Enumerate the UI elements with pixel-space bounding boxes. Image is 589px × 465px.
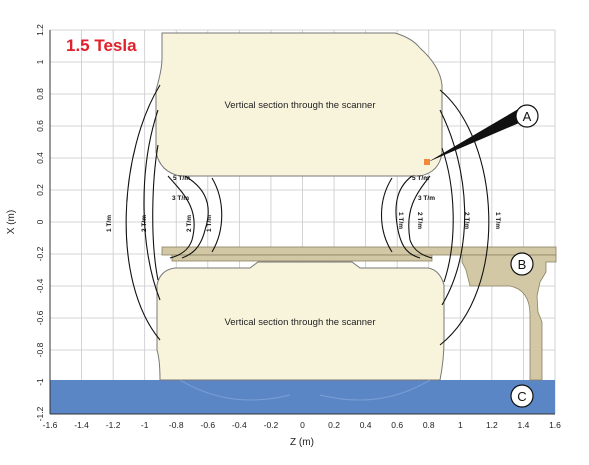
scanner-bottom-section [156,261,445,381]
y-tick-label: -0.4 [35,278,45,293]
x-tick-label: 0 [300,420,305,430]
x-tick-label: 1.4 [518,420,530,430]
scanner-top-section [155,32,443,177]
label-3T-left: 3 T/m [172,195,189,202]
contour-1T-inner-left [211,177,223,253]
contour-5T-left [181,175,209,259]
contour-1T-left [125,84,161,341]
pointer-a [428,108,526,162]
label-5T-right: 5 T/m [412,175,429,182]
label-3T-right: 3 T/m [418,195,435,202]
x-tick-label: 0.2 [328,420,340,430]
y-tick-label: 0.6 [35,120,45,132]
y-tick-label: -1.2 [35,406,45,421]
section-label-bottom: Vertical section through the scanner [224,317,375,328]
y-tick-label: 0.2 [35,184,45,196]
contour-3T-left [152,144,159,281]
label-2T-left: 2 T/m [141,215,148,232]
x-tick-label: 0.8 [423,420,435,430]
x-axis-label: Z (m) [290,437,314,448]
contour-1T-right [439,89,490,346]
x-tick-label: 1.2 [486,420,498,430]
contour-1T-inner-right [380,177,393,253]
contour-2T-left [143,109,161,301]
y-tick-label: 1 [35,59,45,64]
y-tick-label: -1 [35,378,45,386]
marker-c: C [510,384,534,408]
contour-3T-right [441,147,454,283]
x-tick-label: -1.4 [74,420,89,430]
x-tick-label: -0.4 [232,420,247,430]
label-2T-inner-right: 2 T/m [416,212,423,229]
label-5T-left: 5 T/m [173,175,190,182]
y-tick-label: 0 [35,219,45,224]
marker-c-label: C [517,389,526,404]
contour-lines [125,84,490,346]
x-tick-labels: -1.6 -1.4 -1.2 -1 -0.8 -0.6 -0.4 -0.2 0 0.2 0.4 0.6… [43,420,562,430]
contour-labels: 5 T/m 3 T/m 5 T/m 3 T/m 1 T/m 2 T/m 2 T/… [106,175,501,232]
x-tick-label: 1.6 [549,420,561,430]
x-tick-label: 0.6 [391,420,403,430]
label-1T-far-right: 1 T/m [494,212,501,229]
y-axis-label: X (m) [6,210,17,234]
marker-b: B [510,252,534,276]
contour-5T-right [395,175,421,259]
figure-title: 1.5 Tesla [66,36,137,55]
section-label-top: Vertical section through the scanner [224,100,375,111]
point-a-marker [424,159,430,165]
x-tick-label: -1 [141,420,149,430]
marker-b-label: B [518,257,527,272]
label-1T-inner-right: 1 T/m [397,212,404,229]
marker-a: A [515,104,539,128]
y-tick-label: -0.2 [35,246,45,261]
x-tick-label: -0.8 [169,420,184,430]
marker-a-label: A [523,109,532,124]
x-tick-label: -0.6 [200,420,215,430]
y-tick-labels: 1.2 1 0.8 0.6 0.4 0.2 0 -0.2 -0.4 -0.6 -0.8 -1 -1.2 [35,24,45,422]
x-tick-label: -1.6 [43,420,58,430]
x-tick-label: 0.4 [360,420,372,430]
contour-3T-inner-right [408,175,433,259]
label-2T-right: 2 T/m [463,212,470,229]
y-tick-label: -0.6 [35,310,45,325]
floor-arcs [179,379,431,401]
y-tick-label: 0.4 [35,152,45,164]
x-tick-label: 1 [458,420,463,430]
y-tick-label: -0.8 [35,342,45,357]
label-1T-inner-left: 1 T/m [206,215,213,232]
contour-2T-right [439,109,466,306]
label-1T-far-left: 1 T/m [106,215,113,232]
x-tick-label: -0.2 [264,420,279,430]
floor [50,380,555,414]
contour-3T-inner-left [167,175,195,259]
y-tick-label: 0.8 [35,88,45,100]
y-tick-label: 1.2 [35,24,45,36]
label-2T-inner-left: 2 T/m [186,215,193,232]
x-tick-label: -1.2 [106,420,121,430]
